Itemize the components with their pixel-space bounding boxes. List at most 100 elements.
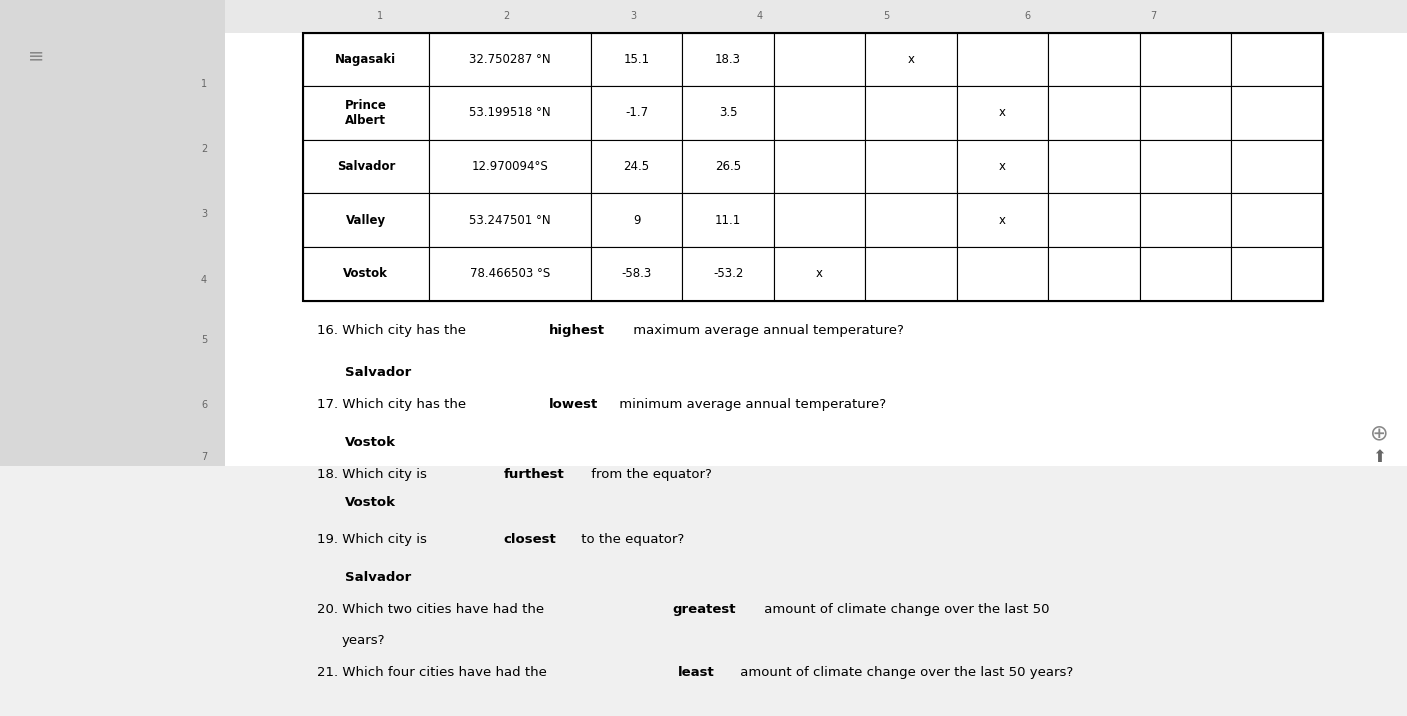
Text: x: x [816,267,823,280]
Bar [1140,247,1231,301]
Text: 19. Which city is: 19. Which city is [317,533,431,546]
Text: Salvador: Salvador [336,160,395,173]
Bar [1048,33,1140,86]
Text: 3: 3 [201,209,207,219]
Bar [1231,193,1323,247]
FancyBboxPatch shape [0,0,225,466]
Text: x: x [999,213,1006,227]
Text: furthest: furthest [504,468,564,481]
Bar [865,247,957,301]
Text: 5: 5 [884,11,889,21]
Text: 9: 9 [633,213,640,227]
Bar [429,193,591,247]
Text: minimum average annual temperature?: minimum average annual temperature? [615,398,886,412]
Bar [429,140,591,193]
Bar [1048,86,1140,140]
Bar [1048,140,1140,193]
Text: Salvador: Salvador [345,571,411,584]
Text: 78.466503 °S: 78.466503 °S [470,267,550,280]
Text: 4: 4 [201,274,207,284]
Text: 20. Which two cities have had the: 20. Which two cities have had the [317,604,547,616]
Text: 18. Which city is: 18. Which city is [317,468,431,481]
Bar [591,33,682,86]
Text: 2: 2 [201,144,207,154]
Bar [957,193,1048,247]
Text: 11.1: 11.1 [715,213,741,227]
Bar [1231,140,1323,193]
Bar [865,86,957,140]
Bar [682,140,774,193]
Text: Prince
Albert: Prince Albert [345,99,387,127]
Text: Nagasaki: Nagasaki [335,53,397,66]
Bar [682,193,774,247]
Bar [957,247,1048,301]
Bar [774,247,865,301]
Bar [774,193,865,247]
Text: x: x [908,53,915,66]
Text: 32.750287 °N: 32.750287 °N [469,53,552,66]
Bar [1231,247,1323,301]
Bar [429,247,591,301]
Bar [682,86,774,140]
Text: 53.247501 °N: 53.247501 °N [469,213,552,227]
Text: 7: 7 [1151,11,1157,21]
Bar [1140,193,1231,247]
Bar [429,86,591,140]
Bar [865,33,957,86]
Text: 18.3: 18.3 [715,53,741,66]
Text: 5: 5 [201,335,207,345]
Text: 15.1: 15.1 [623,53,650,66]
Text: 24.5: 24.5 [623,160,650,173]
Bar [1140,33,1231,86]
Text: Vostok: Vostok [345,435,395,449]
Bar [303,140,429,193]
FancyBboxPatch shape [225,0,1407,466]
Text: 1: 1 [201,79,207,89]
Text: ⬆: ⬆ [1372,448,1386,465]
Text: -1.7: -1.7 [625,107,649,120]
Bar [1231,86,1323,140]
Text: from the equator?: from the equator? [587,468,712,481]
Text: least: least [678,667,715,679]
Text: years?: years? [342,634,386,647]
Text: amount of climate change over the last 50 years?: amount of climate change over the last 5… [736,667,1074,679]
Text: 16. Which city has the: 16. Which city has the [317,324,470,337]
Bar [774,140,865,193]
Bar [591,140,682,193]
Text: highest: highest [549,324,605,337]
Text: 26.5: 26.5 [715,160,741,173]
Bar [774,86,865,140]
Text: 7: 7 [201,452,207,462]
Text: 21. Which four cities have had the: 21. Which four cities have had the [317,667,550,679]
Bar [1140,140,1231,193]
Bar [429,33,591,86]
Text: ⊕: ⊕ [1369,423,1389,443]
Bar [591,247,682,301]
Bar [303,33,1323,301]
Text: 53.199518 °N: 53.199518 °N [469,107,552,120]
Text: x: x [999,160,1006,173]
Bar [1140,86,1231,140]
Bar [303,86,429,140]
Bar [957,33,1048,86]
Text: Vostok: Vostok [343,267,388,280]
Text: Vostok: Vostok [345,496,395,509]
Text: 17. Which city has the: 17. Which city has the [317,398,470,412]
Text: 3: 3 [630,11,636,21]
Bar [303,193,429,247]
Text: Salvador: Salvador [345,366,411,379]
Text: 2: 2 [504,11,509,21]
Text: closest: closest [504,533,556,546]
Text: amount of climate change over the last 50: amount of climate change over the last 5… [760,604,1050,616]
Text: 6: 6 [1024,11,1030,21]
Bar [303,33,429,86]
Text: 3.5: 3.5 [719,107,737,120]
Bar [1048,193,1140,247]
Bar [865,140,957,193]
Bar [591,86,682,140]
Bar [303,247,429,301]
Text: 12.970094°S: 12.970094°S [471,160,549,173]
Bar [682,33,774,86]
Text: 6: 6 [201,400,207,410]
Text: ≡: ≡ [28,47,45,65]
